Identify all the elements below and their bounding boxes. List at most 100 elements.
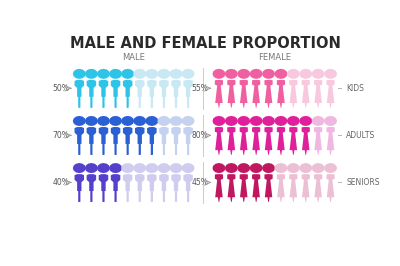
Polygon shape [182,116,195,126]
Polygon shape [74,80,84,108]
Polygon shape [240,174,248,202]
Polygon shape [274,69,288,79]
Text: 80%: 80% [191,131,208,140]
Polygon shape [135,80,144,108]
Polygon shape [237,163,250,173]
Polygon shape [237,69,250,79]
Polygon shape [264,80,273,108]
Polygon shape [97,163,110,173]
Polygon shape [262,116,275,126]
Polygon shape [227,80,236,108]
Polygon shape [133,163,146,173]
Polygon shape [170,163,182,173]
Polygon shape [111,174,120,202]
Polygon shape [302,174,310,202]
Polygon shape [215,174,223,202]
Polygon shape [324,163,337,173]
Text: 50%: 50% [53,84,70,93]
Polygon shape [87,127,96,155]
Polygon shape [99,127,108,155]
Polygon shape [135,174,144,202]
Text: 70%: 70% [53,131,70,140]
Polygon shape [147,174,156,202]
Polygon shape [145,116,158,126]
Polygon shape [274,116,288,126]
Polygon shape [121,163,134,173]
Polygon shape [171,80,181,108]
Polygon shape [289,80,298,108]
Polygon shape [111,127,120,155]
Polygon shape [73,69,86,79]
Polygon shape [147,127,156,155]
Polygon shape [133,69,146,79]
Polygon shape [225,69,238,79]
Polygon shape [159,80,169,108]
Polygon shape [74,127,84,155]
Polygon shape [87,174,96,202]
Polygon shape [99,174,108,202]
Polygon shape [287,69,300,79]
Polygon shape [277,174,285,202]
Polygon shape [250,116,263,126]
Polygon shape [250,69,263,79]
Polygon shape [324,69,337,79]
Polygon shape [299,116,312,126]
Polygon shape [123,127,132,155]
Polygon shape [85,116,98,126]
Polygon shape [299,163,312,173]
Polygon shape [74,174,84,202]
Polygon shape [326,80,335,108]
Polygon shape [312,116,325,126]
Polygon shape [252,80,260,108]
Polygon shape [158,69,170,79]
Polygon shape [121,116,134,126]
Polygon shape [227,174,236,202]
Polygon shape [299,69,312,79]
Polygon shape [182,69,195,79]
Polygon shape [215,80,223,108]
Polygon shape [277,80,285,108]
Polygon shape [183,127,193,155]
Polygon shape [252,174,260,202]
Polygon shape [302,80,310,108]
Polygon shape [252,127,260,155]
Polygon shape [87,80,96,108]
Polygon shape [264,174,273,202]
Polygon shape [212,69,226,79]
Polygon shape [109,163,122,173]
Polygon shape [289,174,298,202]
Polygon shape [326,174,335,202]
Polygon shape [182,163,195,173]
Polygon shape [170,116,182,126]
Polygon shape [158,116,170,126]
Polygon shape [250,163,263,173]
Polygon shape [85,163,98,173]
Polygon shape [326,127,335,155]
Polygon shape [314,127,322,155]
Polygon shape [262,163,275,173]
Polygon shape [171,127,181,155]
Polygon shape [314,174,322,202]
Polygon shape [121,69,134,79]
Polygon shape [227,127,236,155]
Polygon shape [215,127,223,155]
Text: 55%: 55% [191,84,208,93]
Polygon shape [145,163,158,173]
Polygon shape [264,127,273,155]
Polygon shape [111,80,120,108]
Polygon shape [99,80,108,108]
Polygon shape [133,116,146,126]
Polygon shape [302,127,310,155]
Polygon shape [212,116,226,126]
Polygon shape [287,163,300,173]
Text: MALE AND FEMALE PROPORTION: MALE AND FEMALE PROPORTION [70,36,340,51]
Polygon shape [225,163,238,173]
Polygon shape [324,116,337,126]
Text: SENIORS: SENIORS [346,178,380,187]
Text: FEMALE: FEMALE [258,53,291,62]
Polygon shape [240,127,248,155]
Polygon shape [287,116,300,126]
Text: ADULTS: ADULTS [346,131,375,140]
Text: 40%: 40% [53,178,70,187]
Polygon shape [170,69,182,79]
